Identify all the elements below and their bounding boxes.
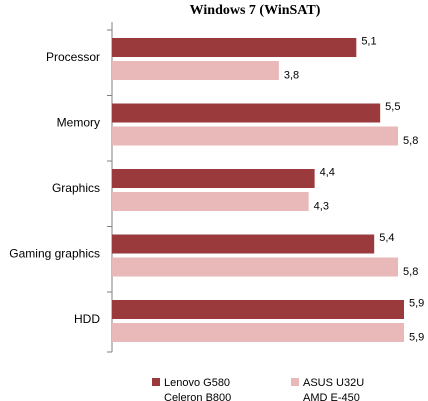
bar-series1 [112,234,375,254]
data-label: 3,8 [284,70,299,82]
data-label: 5,8 [403,266,418,278]
data-label: 5,1 [361,36,376,48]
data-label: 4,4 [320,167,335,179]
category-label: HDD [74,312,100,326]
legend-swatch [152,378,160,386]
category-label: Graphics [52,181,100,195]
legend-swatch [291,378,299,386]
bar-series2 [112,257,399,277]
legend-sublabel: AMD E-450 [303,392,360,401]
category-label: Memory [57,116,100,130]
legend-label: ASUS U32U [303,377,364,389]
bar-series2 [112,323,404,342]
bar-series1 [112,103,381,123]
legend-label: Lenovo G580 [164,377,230,389]
data-label: 5,5 [385,101,400,113]
data-label: 4,3 [314,201,329,213]
chart-title: Windows 7 (WinSAT) [190,3,321,18]
legend: Lenovo G580 Celeron B800 ASUS U32U AMD E-45… [152,377,364,401]
bar-series1 [112,169,315,188]
bar-series1 [112,300,404,319]
bar-series2 [112,192,309,211]
bar-series2 [112,61,279,80]
plot-area: Processor 5,1 3,8 Memory 5,5 5,8 Graphics 4,4 4,… [9,22,424,353]
data-label: 5,4 [379,232,394,244]
data-label: 5,9 [409,332,424,344]
bar-series2 [112,126,399,146]
bar-series1 [112,38,357,57]
category-label: Gaming graphics [9,247,100,261]
data-label: 5,9 [409,298,424,310]
data-label: 5,8 [403,135,418,147]
category-label: Processor [46,50,100,64]
legend-sublabel: Celeron B800 [164,392,231,401]
